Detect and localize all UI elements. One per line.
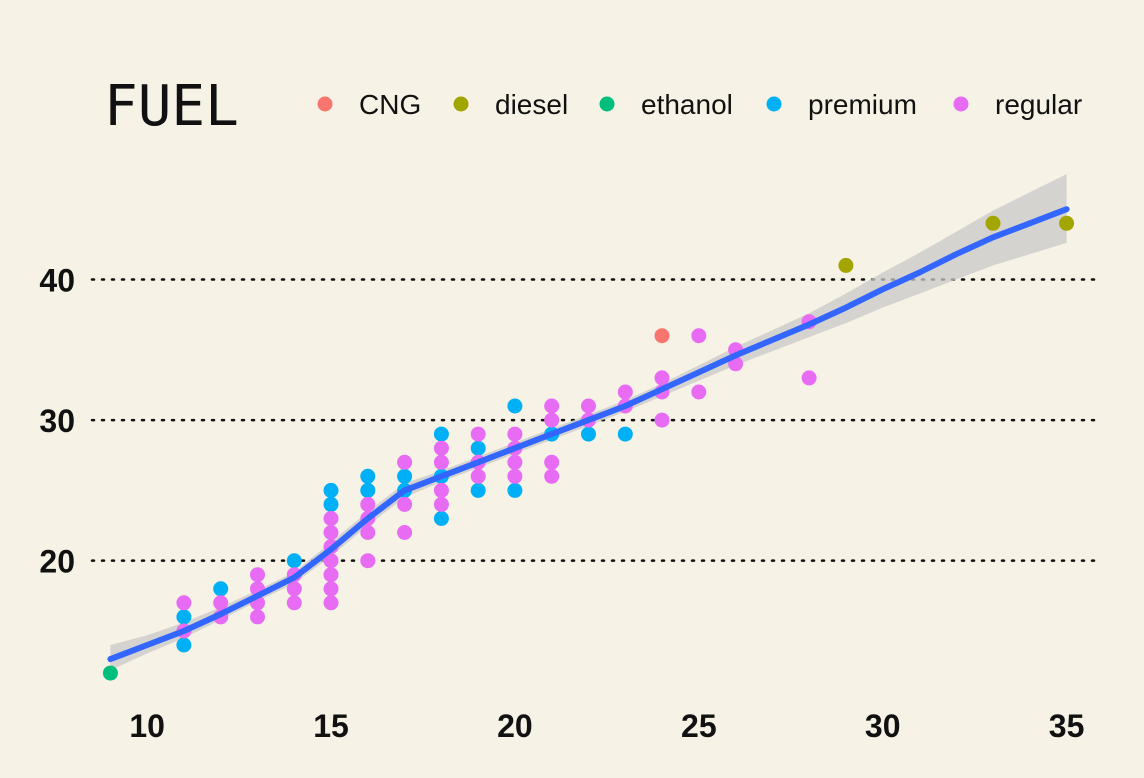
point-regular <box>323 595 339 611</box>
y-tick-label-20: 20 <box>39 544 75 580</box>
point-diesel <box>1059 215 1075 231</box>
point-regular <box>397 454 413 470</box>
point-regular <box>323 511 339 526</box>
smooth-line <box>107 206 1070 663</box>
point-regular <box>507 468 523 484</box>
y-axis-tick-labels: 20 30 40 <box>39 262 75 579</box>
point-regular <box>544 454 560 470</box>
smooth-trend-line <box>107 206 1070 663</box>
legend-key-regular <box>953 96 969 112</box>
point-regular <box>544 412 560 428</box>
x-tick-label-15: 15 <box>313 708 349 744</box>
point-regular <box>213 595 229 611</box>
point-regular <box>286 595 302 611</box>
point-premium <box>286 553 302 569</box>
point-cng <box>654 328 670 344</box>
legend-key-cng <box>317 96 333 112</box>
point-regular <box>323 553 339 569</box>
point-regular <box>654 370 670 386</box>
point-regular <box>250 567 265 583</box>
point-regular <box>581 398 596 414</box>
x-tick-label-30: 30 <box>865 708 901 744</box>
point-ethanol <box>102 665 118 681</box>
point-regular <box>470 468 486 484</box>
x-tick-label-10: 10 <box>129 708 165 744</box>
point-regular <box>360 496 376 512</box>
point-premium <box>433 426 449 442</box>
x-tick-label-20: 20 <box>497 708 533 744</box>
point-regular <box>507 454 523 470</box>
point-diesel <box>985 215 1001 231</box>
point-regular <box>544 398 560 414</box>
legend-key-ethanol <box>599 96 615 112</box>
point-regular <box>286 581 302 597</box>
point-premium <box>176 609 192 625</box>
point-premium <box>507 482 523 498</box>
point-regular <box>470 426 486 442</box>
point-regular <box>397 496 413 512</box>
point-regular <box>691 384 707 400</box>
point-premium <box>470 440 486 456</box>
legend-label-ethanol: ethanol <box>641 89 733 120</box>
y-tick-label-40: 40 <box>39 262 75 298</box>
point-regular <box>323 567 339 583</box>
point-regular <box>433 496 449 512</box>
point-premium <box>323 482 339 498</box>
point-regular <box>176 595 192 611</box>
legend-label-regular: regular <box>995 89 1082 120</box>
point-regular <box>433 440 449 456</box>
point-premium <box>397 468 413 484</box>
legend-key-diesel <box>453 96 469 112</box>
legend-title: FUEL <box>104 74 239 139</box>
point-regular <box>507 426 523 442</box>
point-premium <box>213 581 229 597</box>
point-regular <box>323 581 339 597</box>
point-regular <box>433 482 449 498</box>
legend: FUEL CNG diesel ethanol premium regular <box>104 74 1082 139</box>
point-premium <box>507 398 523 414</box>
legend-label-cng: CNG <box>359 89 421 120</box>
point-diesel <box>838 257 854 273</box>
legend-key-premium <box>766 96 782 112</box>
point-regular <box>617 384 633 400</box>
point-regular <box>544 468 560 484</box>
x-tick-label-25: 25 <box>681 708 717 744</box>
point-premium <box>176 637 192 653</box>
x-tick-label-35: 35 <box>1049 708 1085 744</box>
point-premium <box>470 482 486 498</box>
point-premium <box>433 511 449 526</box>
point-premium <box>617 426 633 442</box>
point-premium <box>323 496 339 512</box>
point-regular <box>433 454 449 470</box>
point-regular <box>250 609 265 625</box>
x-axis-tick-labels: 10 15 20 25 30 35 <box>129 708 1084 744</box>
point-regular <box>323 525 339 540</box>
point-regular <box>397 525 413 540</box>
point-regular <box>360 525 376 540</box>
point-regular <box>691 328 707 344</box>
legend-label-premium: premium <box>808 89 917 120</box>
legend-label-diesel: diesel <box>495 89 568 120</box>
point-regular <box>654 412 670 428</box>
point-regular <box>360 553 376 569</box>
y-tick-label-30: 30 <box>39 403 75 439</box>
point-premium <box>360 468 376 484</box>
point-premium <box>581 426 596 442</box>
point-regular <box>801 370 817 386</box>
point-premium <box>360 482 376 498</box>
